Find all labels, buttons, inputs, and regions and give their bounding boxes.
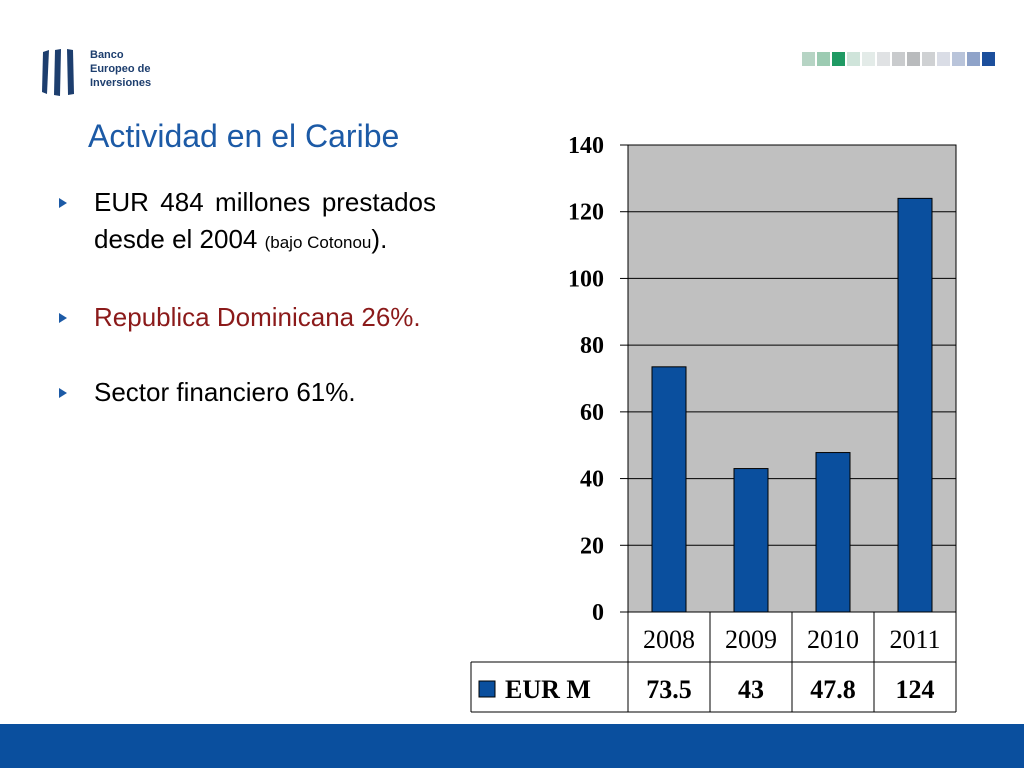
strip-block — [802, 52, 815, 66]
strip-block — [907, 52, 920, 66]
y-tick-label: 0 — [592, 600, 604, 626]
strip-block — [862, 52, 875, 66]
bar — [733, 468, 769, 613]
y-tick-label: 20 — [580, 533, 604, 559]
slide-title: Actividad en el Caribe — [88, 118, 400, 154]
logo-line-1: Banco — [90, 49, 124, 61]
x-category-label: 2008 — [643, 625, 695, 654]
bullet-financial-text: Sector financiero 61%. — [94, 377, 356, 407]
data-table-value: 43 — [738, 675, 764, 704]
bullet-loans-note: (bajo Cotonou — [264, 233, 372, 252]
logo-line-3: Inversiones — [90, 77, 152, 89]
strip-block — [967, 52, 980, 66]
strip-block — [952, 52, 965, 66]
bullet-item-dominican-republic: Republica Dominicana 26%. — [58, 299, 436, 336]
bullet-arrow-icon — [59, 313, 67, 323]
footer-bar — [0, 724, 1024, 768]
strip-block — [832, 52, 845, 66]
bar — [651, 366, 687, 613]
eib-logo-text: Banco Europeo de Inversiones — [90, 48, 151, 90]
strip-block — [892, 52, 905, 66]
data-table-value: 73.5 — [646, 675, 692, 704]
y-tick-label: 140 — [568, 133, 604, 159]
strip-block — [922, 52, 935, 66]
eib-logo: Banco Europeo de Inversiones — [40, 44, 180, 100]
logo-line-2: Europeo de — [90, 63, 151, 75]
strip-block — [982, 52, 995, 66]
x-category-label: 2010 — [807, 625, 859, 654]
bar-chart: 0 20 40 60 80 100 120 140 2008 2009 2010 2011 73.5 43… — [470, 133, 957, 713]
bullet-loans-tail: ). — [371, 224, 388, 254]
y-tick-label: 80 — [580, 333, 604, 359]
y-tick-label: 100 — [568, 266, 604, 292]
legend-label: EUR M — [505, 675, 591, 704]
strip-block — [937, 52, 950, 66]
bullet-arrow-icon — [59, 388, 67, 398]
bar — [897, 197, 933, 613]
y-tick-label: 120 — [568, 200, 604, 226]
y-tick-label: 60 — [580, 400, 604, 426]
bullet-loans-text: EUR 484 millones prestados desde el 2004 — [94, 187, 436, 254]
bullet-arrow-icon — [59, 198, 67, 208]
bullet-item-financial-sector: Sector financiero 61%. — [58, 374, 436, 411]
strip-block — [847, 52, 860, 66]
y-tick-label: 40 — [580, 467, 604, 493]
strip-block — [877, 52, 890, 66]
bar — [815, 452, 851, 613]
bullet-list: EUR 484 millones prestados desde el 2004… — [58, 184, 436, 449]
bullet-item-loans: EUR 484 millones prestados desde el 2004… — [58, 184, 436, 261]
eib-logo-mark — [42, 49, 74, 96]
x-category-label: 2011 — [889, 625, 940, 654]
legend-swatch — [478, 680, 496, 698]
x-category-label: 2009 — [725, 625, 777, 654]
bullet-dominican-text: Republica Dominicana 26%. — [94, 302, 421, 332]
data-table-value: 47.8 — [810, 675, 856, 704]
strip-block — [817, 52, 830, 66]
data-table-value: 124 — [896, 675, 935, 704]
decorative-color-strip — [802, 52, 995, 66]
